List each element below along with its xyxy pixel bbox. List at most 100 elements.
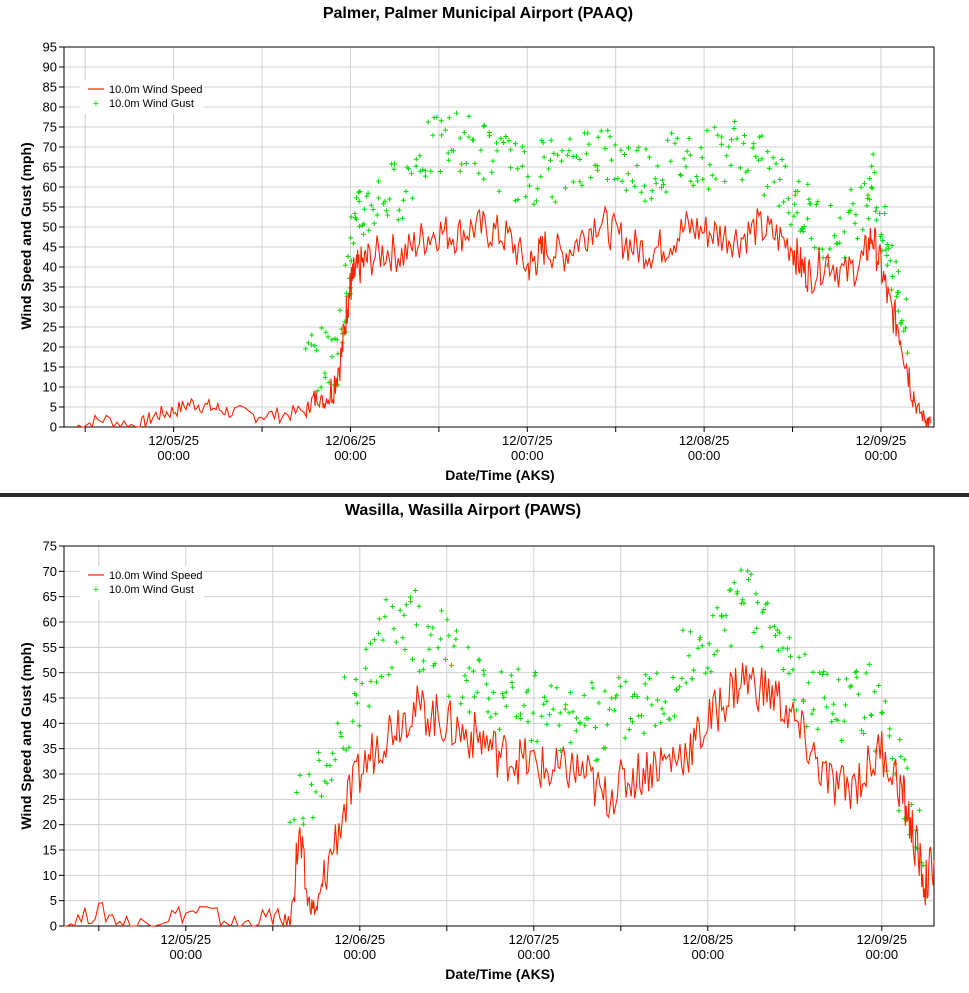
- y-tick-label: 35: [43, 280, 57, 295]
- x-tick-time: 00:00: [865, 448, 898, 463]
- gust-point: [368, 678, 374, 684]
- gust-point: [632, 691, 637, 697]
- gust-point: [314, 347, 320, 353]
- plot-area: [63, 46, 935, 428]
- gust-point: [828, 203, 834, 208]
- y-tick-label: 70: [43, 564, 57, 579]
- gust-point: [794, 707, 800, 713]
- gust-point: [490, 158, 496, 164]
- gust-point: [742, 133, 747, 138]
- gust-series: [287, 567, 926, 869]
- gust-point: [680, 627, 686, 633]
- panel-separator: [0, 493, 969, 497]
- gust-point: [481, 672, 487, 678]
- gust-point: [863, 670, 869, 676]
- gust-point: [896, 289, 902, 295]
- gust-point: [300, 815, 306, 821]
- gust-point: [596, 700, 602, 706]
- y-tick-label: 0: [50, 420, 57, 435]
- gust-point: [361, 231, 366, 237]
- gust-point: [499, 691, 505, 697]
- legend: 10.0m Wind Speed + 10.0m Wind Gust: [80, 80, 204, 114]
- gust-point: [670, 675, 676, 680]
- gust-point: [786, 671, 792, 677]
- y-axis-label: Wind Speed and Gust (mph): [18, 642, 34, 829]
- gust-point: [374, 212, 380, 218]
- gust-point: [353, 216, 359, 222]
- gust-point: [342, 674, 348, 680]
- gust-point: [759, 133, 765, 139]
- y-tick-label: 45: [43, 691, 57, 706]
- gust-point: [883, 247, 889, 253]
- gust-point: [663, 189, 669, 195]
- gust-point: [753, 154, 759, 160]
- gust-point: [607, 134, 613, 140]
- gust-point: [362, 206, 367, 212]
- gust-point: [728, 643, 734, 649]
- gust-point: [461, 130, 467, 136]
- gust-point: [425, 624, 431, 630]
- gust-point: [782, 163, 788, 169]
- gust-point: [801, 698, 806, 704]
- gust-point: [313, 789, 319, 795]
- gust-point: [585, 716, 591, 721]
- gust-point: [776, 203, 782, 209]
- gust-point: [812, 245, 818, 251]
- gust-point: [335, 351, 341, 357]
- gust-point: [496, 188, 502, 194]
- gust-point: [661, 182, 666, 188]
- gust-point: [446, 633, 452, 639]
- gust-point: [614, 692, 620, 698]
- gust-point: [515, 666, 521, 672]
- gust-point: [665, 137, 671, 143]
- x-tick-time: 00:00: [344, 947, 377, 962]
- gust-point: [612, 142, 618, 148]
- gust-point: [889, 287, 894, 293]
- gust-point: [577, 157, 583, 162]
- gust-point: [371, 637, 377, 643]
- gust-point: [630, 178, 635, 184]
- gust-point: [704, 128, 710, 133]
- gust-point: [626, 727, 632, 733]
- gust-point: [342, 262, 348, 268]
- gust-point: [376, 178, 381, 184]
- gust-point: [421, 658, 427, 664]
- gust-point: [699, 643, 705, 649]
- gust-point: [677, 172, 683, 178]
- gust-point: [555, 152, 561, 158]
- gust-point: [804, 724, 810, 729]
- gust-point: [371, 220, 377, 226]
- gust-point: [465, 644, 471, 650]
- y-tick-label: 50: [43, 220, 57, 235]
- gust-point: [434, 114, 440, 120]
- gust-point: [902, 757, 908, 763]
- gust-point: [761, 607, 767, 612]
- gust-point: [458, 701, 464, 707]
- gust-point: [867, 176, 873, 181]
- gust-point: [395, 217, 401, 223]
- gust-point: [329, 777, 335, 783]
- x-tick-time: 00:00: [692, 947, 725, 962]
- gust-point: [402, 647, 408, 652]
- gust-point: [844, 676, 850, 682]
- y-tick-label: 5: [50, 400, 57, 415]
- gust-point: [389, 665, 395, 671]
- gust-point: [722, 627, 728, 633]
- gust-point: [454, 110, 460, 116]
- y-tick-label: 65: [43, 589, 57, 604]
- gust-point: [634, 694, 640, 700]
- gust-point: [474, 689, 480, 695]
- gust-point: [683, 164, 689, 170]
- gust-point: [821, 669, 827, 675]
- gust-point: [658, 720, 664, 726]
- gust-point: [905, 350, 910, 356]
- gust-point: [703, 670, 709, 676]
- gust-point: [820, 255, 826, 261]
- chart-panel-wasilla: Wasilla, Wasilla Airport (PAWS) 0 5 10 15 20…: [18, 502, 935, 982]
- gust-point: [294, 790, 300, 795]
- gust-point: [382, 198, 388, 204]
- gust-point: [786, 210, 792, 216]
- gust-point: [430, 132, 436, 138]
- gust-point: [619, 178, 625, 184]
- gust-point: [886, 245, 892, 251]
